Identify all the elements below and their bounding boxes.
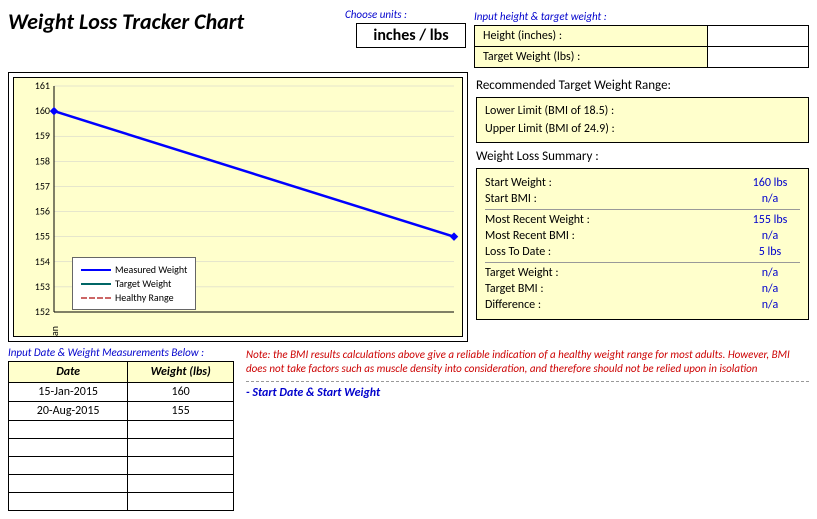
summary-label: Target Weight : [485,266,559,280]
summary-label: Most Recent Weight : [485,213,590,227]
target-weight-input-row: Target Weight (lbs) : [474,47,809,68]
table-row[interactable] [9,457,234,475]
data-entry-label: Input Date & Weight Measurements Below : [8,346,234,359]
range-title: Recommended Target Weight Range: [476,78,809,93]
summary-value: n/a [740,229,800,243]
svg-text:152: 152 [35,305,50,318]
summary-value: n/a [740,266,800,280]
summary-label: Difference : [485,298,541,312]
table-row[interactable] [9,421,234,439]
table-cell[interactable] [128,421,234,439]
target-weight-label: Target Weight (lbs) : [475,47,708,67]
table-cell[interactable] [128,439,234,457]
target-weight-input[interactable] [708,47,808,67]
svg-text:161: 161 [35,79,50,92]
summary-label: Start Weight : [485,176,552,190]
height-input[interactable] [708,26,808,46]
weight-chart: 152 153 154 155 156 157 158 159 160 161 1-Jan Measu… [13,77,463,337]
lower-limit-label: Lower Limit (BMI of 18.5) : [485,104,614,118]
summary-value: 160 lbs [740,176,800,190]
summary-label: Loss To Date : [485,245,551,259]
units-label: Choose units : [286,8,466,21]
summary-label: Target BMI : [485,282,544,296]
summary-label: Start BMI : [485,192,537,206]
table-cell[interactable] [9,421,128,439]
data-entry-table[interactable]: DateWeight (lbs)15-Jan-201516020-Aug-201… [8,361,234,511]
summary-box: Start Weight : 160 lbs Start BMI : n/a Most … [476,168,809,320]
table-cell[interactable]: 155 [128,402,234,421]
chart-container: 152 153 154 155 156 157 158 159 160 161 1-Jan Measu… [8,72,468,342]
summary-label: Most Recent BMI : [485,229,575,243]
table-cell[interactable]: 160 [128,383,234,402]
page-title: Weight Loss Tracker Chart [8,8,278,35]
svg-text:159: 159 [35,129,50,142]
start-date-hint: - Start Date & Start Weight [246,386,809,400]
table-row[interactable]: 15-Jan-2015160 [9,383,234,402]
upper-limit-label: Upper Limit (BMI of 24.9) : [485,122,615,136]
chart-legend: Measured WeightTarget WeightHealthy Rang… [72,257,196,310]
divider [246,381,809,382]
table-cell[interactable]: 20-Aug-2015 [9,402,128,421]
table-cell[interactable]: 15-Jan-2015 [9,383,128,402]
range-box: Lower Limit (BMI of 18.5) : Upper Limit … [476,97,809,143]
svg-text:155: 155 [35,230,50,243]
svg-text:158: 158 [35,154,50,167]
summary-value: n/a [740,192,800,206]
inputs-section-label: Input height & target weight : [474,10,809,23]
summary-value: 5 lbs [740,245,800,259]
table-cell[interactable] [9,475,128,493]
svg-text:156: 156 [35,205,50,218]
summary-value: n/a [740,282,800,296]
table-header: Date [9,362,128,383]
svg-text:157: 157 [35,179,50,192]
table-cell[interactable] [128,457,234,475]
table-cell[interactable] [9,493,128,511]
summary-value: 155 lbs [740,213,800,227]
svg-text:1-Jan: 1-Jan [48,326,61,336]
svg-text:160: 160 [35,104,50,117]
summary-value: n/a [740,298,800,312]
table-row[interactable] [9,439,234,457]
table-row[interactable]: 20-Aug-2015155 [9,402,234,421]
table-cell[interactable] [9,457,128,475]
table-row[interactable] [9,475,234,493]
height-input-row: Height (inches) : [474,25,809,47]
units-selector[interactable]: inches / lbs [356,23,466,48]
table-cell[interactable] [9,439,128,457]
svg-text:154: 154 [35,255,50,268]
table-row[interactable] [9,493,234,511]
table-cell[interactable] [128,475,234,493]
svg-text:153: 153 [35,280,50,293]
table-header: Weight (lbs) [128,362,234,383]
table-cell[interactable] [128,493,234,511]
summary-title: Weight Loss Summary : [476,149,809,164]
height-label: Height (inches) : [475,26,708,46]
bmi-note: Note: the BMI results calculations above… [246,348,809,377]
